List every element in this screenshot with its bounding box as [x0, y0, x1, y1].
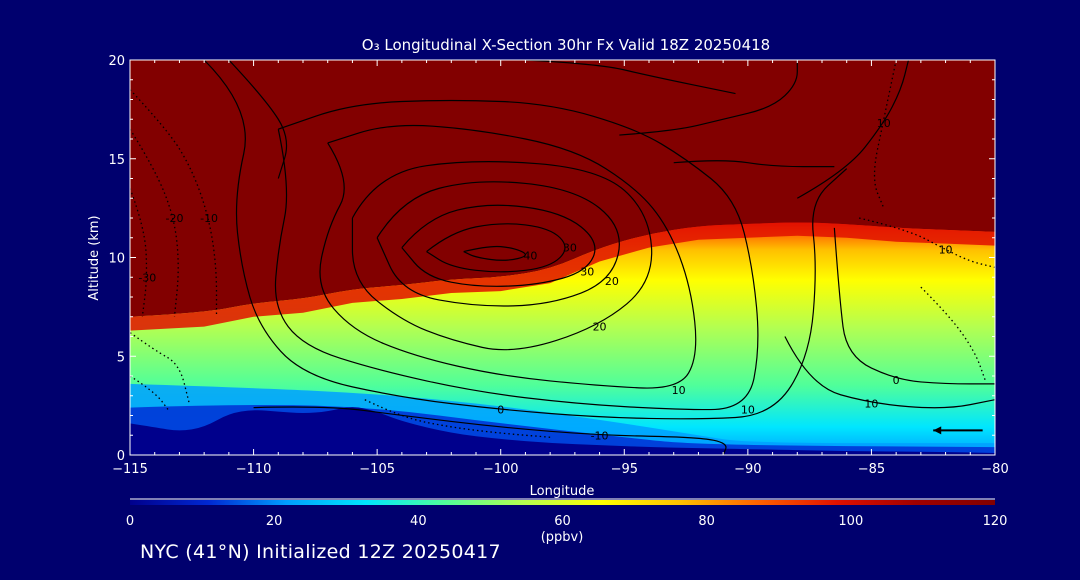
terrain: [130, 407, 995, 455]
contour-line: [130, 375, 171, 412]
colorbar-gradient: [130, 500, 995, 505]
colorbar-tick-label: 20: [266, 514, 283, 529]
y-axis-label: Altitude (km): [87, 215, 102, 300]
contour-label: 10: [864, 398, 878, 411]
colorbar-tick-label: 0: [126, 514, 134, 529]
contour-label: -20: [166, 212, 184, 225]
y-tick-label: 5: [117, 350, 125, 365]
contour-line: [253, 406, 727, 455]
x-axis-label: Longitude: [530, 484, 595, 499]
contour-label: 10: [939, 244, 953, 257]
x-tick-label: −95: [611, 462, 638, 477]
contour-label: -30: [138, 271, 156, 284]
contour-line: [673, 160, 835, 168]
contour-line: [833, 227, 995, 385]
contour-line: [796, 60, 910, 199]
colorbar-tick-label: 100: [838, 514, 863, 529]
y-tick-label: 0: [117, 449, 125, 464]
contour-line: [784, 336, 995, 409]
axes-layer: −115 −110 −105 −100 −95 −90 −85 −80 0 5 10 15 20: [108, 54, 1008, 477]
footer-caption: NYC (41°N) Initialized 12Z 20250417: [140, 541, 501, 563]
colorbar: 0 20 40 60 80 100 120: [126, 498, 1008, 529]
contour-line: [858, 217, 995, 269]
contour-line: [130, 188, 148, 317]
contour-line: [463, 245, 526, 261]
contour-line: [203, 60, 848, 420]
contour-label: 10: [877, 117, 891, 130]
contour-label: 20: [605, 275, 619, 288]
contour-line: [873, 60, 897, 209]
x-tick-label: −80: [981, 462, 1008, 477]
colorbar-tick-label: 80: [698, 514, 715, 529]
wind-arrow-head: [933, 426, 942, 435]
contour-line: [619, 60, 798, 136]
colorbar-tick-label: 40: [410, 514, 427, 529]
contour-line: [401, 204, 596, 287]
x-tick-label: −85: [858, 462, 885, 477]
contour-line: [376, 181, 620, 307]
contour-label: -10: [591, 429, 609, 442]
contour-line: [130, 89, 218, 317]
contour-line: [426, 223, 566, 273]
y-tick-label: 20: [108, 54, 125, 69]
contour-line: [920, 286, 986, 381]
contour-label: 0: [497, 404, 504, 417]
contour-line: [525, 60, 736, 95]
contour-line: [364, 399, 551, 438]
chart-title: O₃ Longitudinal X-Section 30hr Fx Valid …: [362, 36, 770, 54]
contour-label: 30: [563, 242, 577, 255]
contour-line: [351, 161, 653, 351]
contour-line: [228, 60, 288, 179]
x-tick-label: −90: [734, 462, 761, 477]
contour-label: -10: [200, 212, 218, 225]
x-tick-label: −100: [483, 462, 519, 477]
y-tick-label: 15: [108, 153, 125, 168]
colorbar-tick-label: 120: [983, 514, 1008, 529]
contour-label: 10: [672, 384, 686, 397]
x-tick-label: −110: [236, 462, 272, 477]
contour-label: 30: [580, 265, 594, 278]
tropopause-band: [130, 222, 995, 331]
x-tick-label: −115: [112, 462, 148, 477]
contour-label: 10: [741, 404, 755, 417]
y-tick-label: 10: [108, 252, 125, 267]
contour-line: [274, 99, 759, 411]
x-tick-label: −105: [359, 462, 395, 477]
contour-label: 0: [893, 374, 900, 387]
contour-label: 40: [523, 250, 537, 263]
plot-area: [130, 60, 995, 455]
contour-label: 20: [593, 321, 607, 334]
colorbar-units: (ppbv): [541, 530, 584, 545]
colorbar-tick-label: 60: [554, 514, 571, 529]
contour-line: [319, 124, 697, 389]
